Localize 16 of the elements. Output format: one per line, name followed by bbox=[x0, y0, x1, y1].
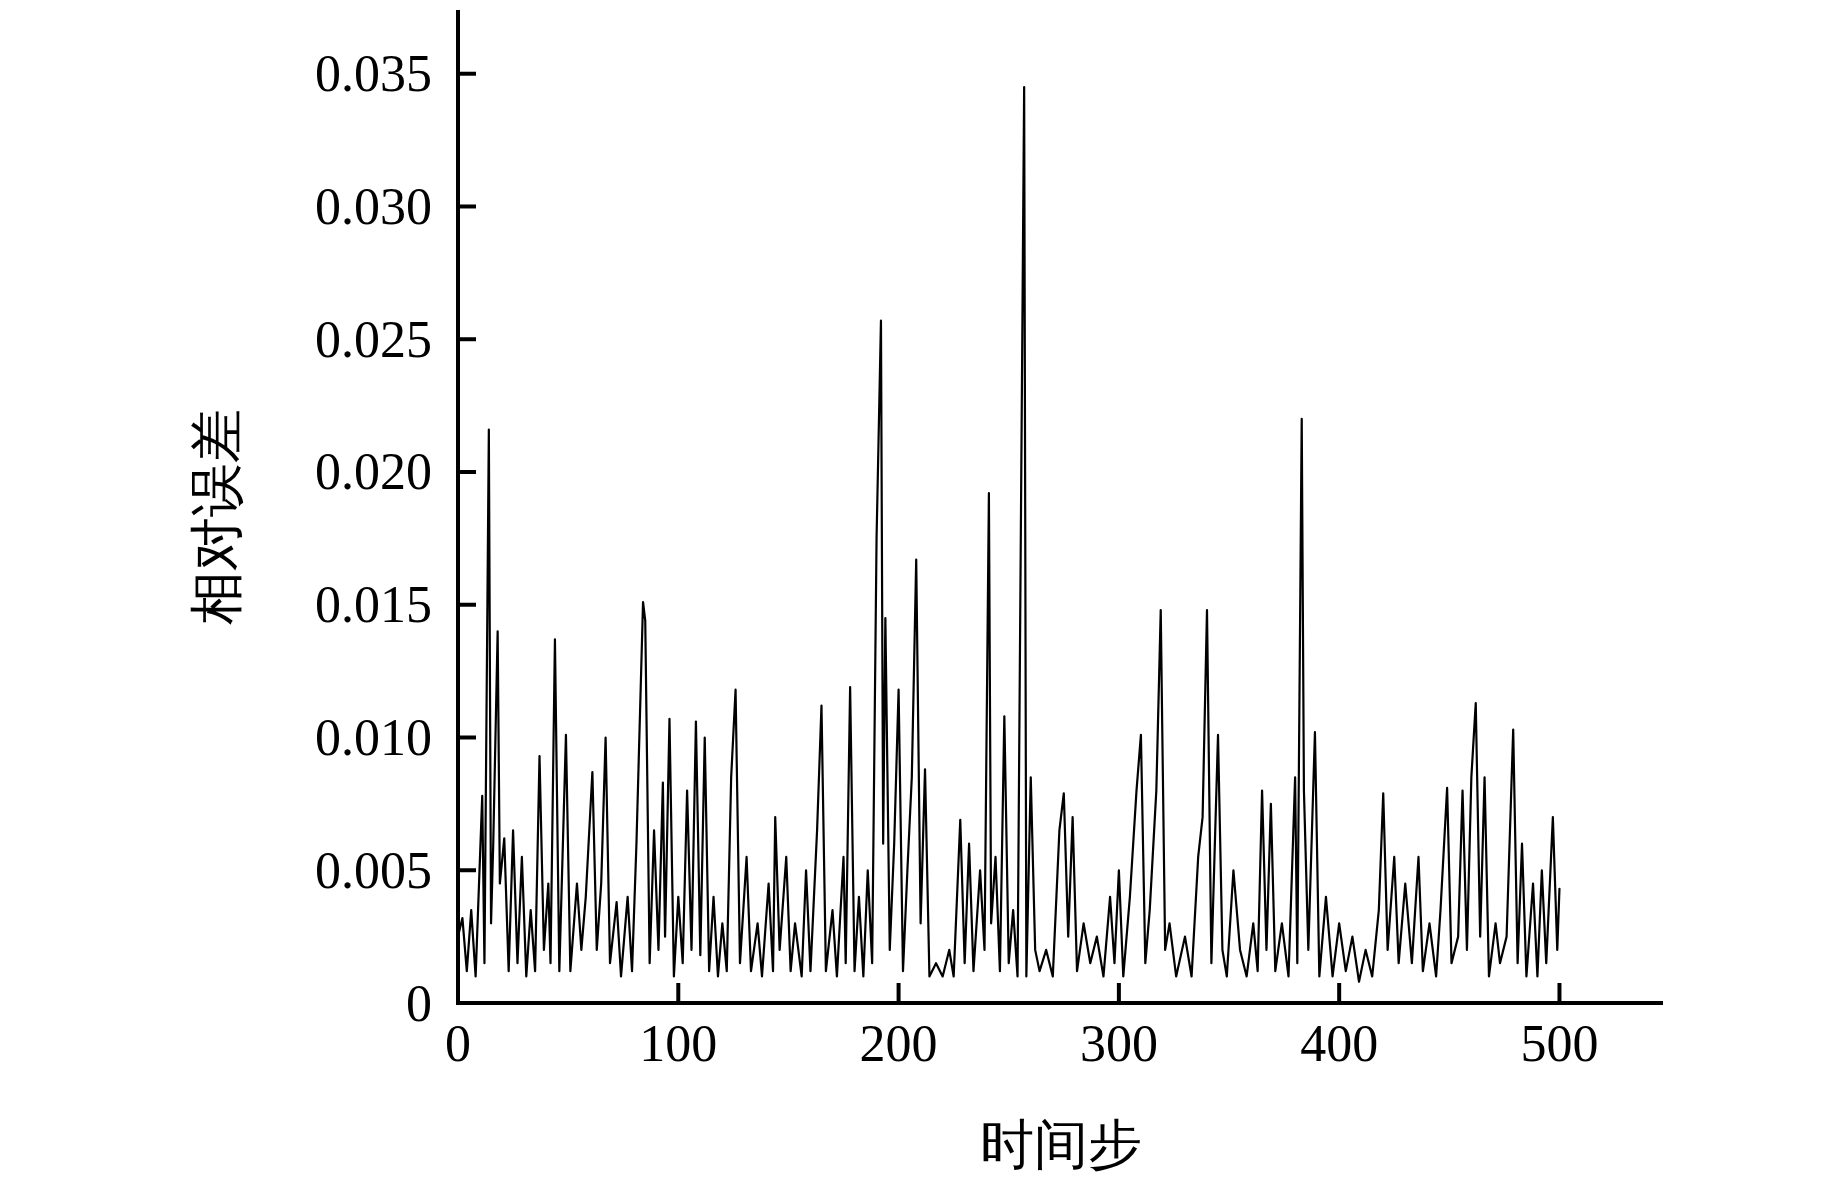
y-tick-label: 0.035 bbox=[315, 45, 432, 103]
x-tick-label: 100 bbox=[639, 1015, 718, 1072]
x-tick-label: 0 bbox=[445, 1015, 471, 1072]
x-tick-label: 200 bbox=[859, 1015, 938, 1072]
y-tick-label: 0 bbox=[406, 974, 432, 1032]
y-tick-label: 0.025 bbox=[315, 310, 432, 368]
y-tick-label: 0.030 bbox=[315, 177, 432, 235]
x-tick-label: 400 bbox=[1300, 1015, 1379, 1072]
y-axis-title: 相对误差 bbox=[187, 408, 247, 625]
y-tick-label: 0.010 bbox=[315, 708, 432, 766]
y-tick-label: 0.015 bbox=[315, 576, 432, 634]
y-tick-label: 0.020 bbox=[315, 443, 432, 501]
x-axis-title: 时间步 bbox=[979, 1115, 1142, 1175]
x-tick-label: 500 bbox=[1520, 1015, 1599, 1072]
x-tick-label: 300 bbox=[1079, 1015, 1158, 1072]
y-tick-label: 0.005 bbox=[315, 841, 432, 899]
